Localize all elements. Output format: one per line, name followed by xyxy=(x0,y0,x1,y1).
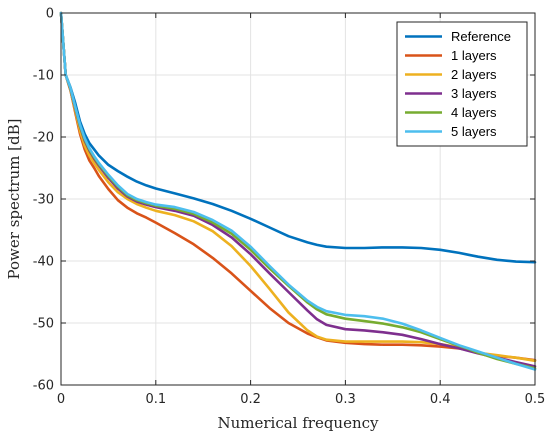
y-tick-label: -40 xyxy=(33,255,54,270)
legend-label: 4 layers xyxy=(451,105,497,120)
y-tick-label: 0 xyxy=(46,7,54,22)
legend-label: 3 layers xyxy=(451,86,497,101)
x-tick-label: 0.1 xyxy=(145,392,166,407)
y-tick-label: -10 xyxy=(33,69,54,84)
legend: Reference 1 layers 2 layers 3 layers 4 layer… xyxy=(396,21,528,147)
series-line-1 xyxy=(59,11,537,264)
legend-box xyxy=(396,21,528,147)
x-tick-label: 0.2 xyxy=(240,392,261,407)
y-tick-label: -60 xyxy=(33,379,54,394)
x-ticks: 0 0.1 0.2 0.3 0.4 0.5 xyxy=(57,13,545,407)
series-line-6 xyxy=(59,11,537,371)
y-axis-label: Power spectrum [dB] xyxy=(5,119,23,280)
x-axis-label: Numerical frequency xyxy=(217,414,379,432)
legend-label: 5 layers xyxy=(451,124,497,139)
legend-label: 1 layers xyxy=(451,48,497,63)
x-tick-label: 0 xyxy=(57,392,65,407)
legend-label: Reference xyxy=(451,29,511,44)
y-tick-label: -50 xyxy=(33,317,54,332)
x-tick-label: 0.3 xyxy=(335,392,356,407)
y-ticks: 0 -10 -20 -30 -40 -50 -60 xyxy=(33,7,535,394)
series-lines xyxy=(59,11,537,371)
legend-label: 2 layers xyxy=(451,67,497,82)
series-line-2 xyxy=(59,11,537,362)
x-tick-label: 0.5 xyxy=(525,392,546,407)
x-tick-label: 0.4 xyxy=(430,392,451,407)
y-tick-label: -20 xyxy=(33,131,54,146)
y-tick-label: -30 xyxy=(33,193,54,208)
